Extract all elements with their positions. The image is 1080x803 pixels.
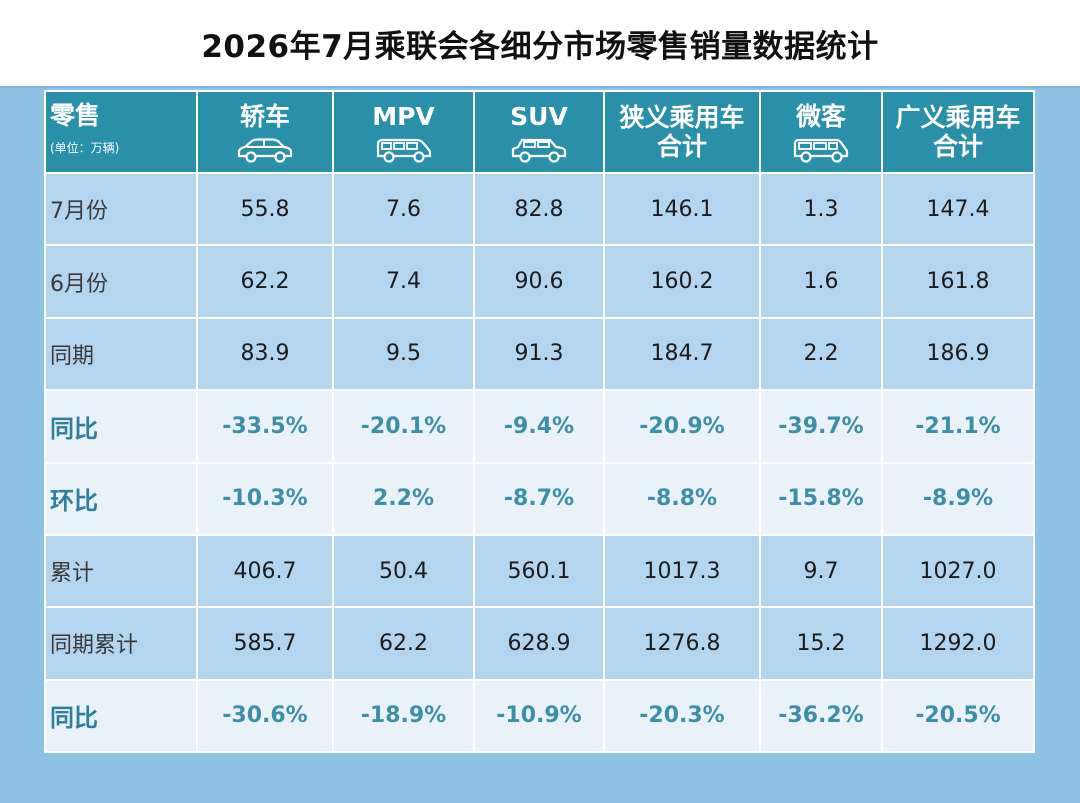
microvan-icon [793,138,849,163]
sales-table: 零售 (单位：万辆) 轿车 MPV [44,90,1035,754]
table-cell: -20.5% [881,678,1035,754]
column-header-label: MPV [372,101,435,131]
table-cell: -18.9% [332,678,475,754]
table-cell: -10.9% [473,678,605,754]
sedan-icon [237,137,293,163]
column-header-broad-total: 广义乘用车 合计 [881,90,1035,174]
table-cell: -10.3% [196,461,334,536]
column-header-label: 广义乘用车 [895,103,1021,132]
table-cell: 9.5 [332,316,475,392]
table-cell: 2.2 [759,316,883,392]
row-label: 同期 [44,316,198,392]
table-row: 累计 406.7 50.4 560.1 1017.3 9.7 1027.0 [44,533,1035,609]
table-cell: 147.4 [881,171,1035,247]
table-cell: 62.2 [332,606,475,681]
table-cell: -9.4% [473,389,605,464]
table-row: 环比 -10.3% 2.2% -8.7% -8.8% -15.8% -8.9% [44,461,1035,536]
table-header: 零售 (单位：万辆) 轿车 MPV [44,90,1035,174]
table-cell: -20.9% [603,389,761,464]
table-cell: -20.3% [603,678,761,754]
table-cell: 91.3 [473,316,605,392]
table-cell: 83.9 [196,316,334,392]
column-header-label: SUV [510,101,568,131]
table-cell: 1.6 [759,244,883,319]
table-cell: 406.7 [196,533,334,609]
row-label: 同比 [44,389,198,464]
table-cell: -20.1% [332,389,475,464]
column-header-microvan: 微客 [759,90,883,174]
column-header-label: 狭义乘用车 [619,103,745,132]
table-cell: 1027.0 [881,533,1035,609]
table-cell: 184.7 [603,316,761,392]
minivan-icon [376,138,431,163]
table-cell: -8.7% [473,461,605,536]
table-cell: 1292.0 [881,606,1035,681]
suv-icon [511,138,567,163]
table-row: 同比 -30.6% -18.9% -10.9% -20.3% -36.2% -20.5% [44,678,1035,754]
table-cell: 55.8 [196,171,334,247]
table-cell: 628.9 [473,606,605,681]
table-cell: -8.9% [881,461,1035,536]
table-cell: 161.8 [881,244,1035,319]
header-row: 零售 (单位：万辆) 轿车 MPV [44,90,1035,174]
column-header-mpv: MPV [332,90,475,174]
table-cell: -33.5% [196,389,334,464]
table-body: 7月份 55.8 7.6 82.8 146.1 1.3 147.4 6月份 62.2 7.4 90.… [44,171,1035,754]
table-cell: -8.8% [603,461,761,536]
table-cell: 146.1 [603,171,761,247]
table-cell: 62.2 [196,244,334,319]
column-header-suv: SUV [473,90,605,174]
table-cell: 186.9 [881,316,1035,392]
row-label: 同比 [44,678,198,754]
table-cell: 9.7 [759,533,883,609]
row-label: 累计 [44,533,198,609]
row-label: 环比 [44,461,198,536]
table-cell: -39.7% [759,389,883,464]
corner-unit: (单位：万辆) [50,141,120,155]
row-label: 7月份 [44,171,198,247]
table-row: 7月份 55.8 7.6 82.8 146.1 1.3 147.4 [44,171,1035,247]
table-cell: 1017.3 [603,533,761,609]
table-cell: 2.2% [332,461,475,536]
table-cell: -36.2% [759,678,883,754]
table-cell: 7.4 [332,244,475,319]
table-cell: 1276.8 [603,606,761,681]
column-header-sedan: 轿车 [196,90,334,174]
title-bar: 2026年7月乘联会各细分市场零售销量数据统计 [0,0,1080,86]
column-header-label: 轿车 [239,101,290,131]
row-label: 同期累计 [44,606,198,681]
table-cell: 90.6 [473,244,605,319]
table-cell: 1.3 [759,171,883,247]
data-table-container: 零售 (单位：万辆) 轿车 MPV [44,90,1035,754]
table-cell: 560.1 [473,533,605,609]
column-header-label: 微客 [795,101,846,131]
table-cell: -21.1% [881,389,1035,464]
table-cell: 82.8 [473,171,605,247]
page-title: 2026年7月乘联会各细分市场零售销量数据统计 [201,28,879,65]
corner-header-cell: 零售 (单位：万辆) [44,90,198,174]
table-row: 同期累计 585.7 62.2 628.9 1276.8 15.2 1292.0 [44,606,1035,681]
table-cell: 15.2 [759,606,883,681]
column-header-label-line2: 合计 [932,132,983,161]
column-header-label-line2: 合计 [656,132,707,161]
column-header-narrow-total: 狭义乘用车 合计 [603,90,761,174]
table-row: 同比 -33.5% -20.1% -9.4% -20.9% -39.7% -21.1% [44,389,1035,464]
table-cell: 7.6 [332,171,475,247]
table-cell: 585.7 [196,606,334,681]
table-cell: 50.4 [332,533,475,609]
table-cell: 160.2 [603,244,761,319]
row-label: 6月份 [44,244,198,319]
table-row: 同期 83.9 9.5 91.3 184.7 2.2 186.9 [44,316,1035,392]
table-cell: -30.6% [196,678,334,754]
table-cell: -15.8% [759,461,883,536]
corner-label: 零售 [50,101,101,130]
table-row: 6月份 62.2 7.4 90.6 160.2 1.6 161.8 [44,244,1035,319]
